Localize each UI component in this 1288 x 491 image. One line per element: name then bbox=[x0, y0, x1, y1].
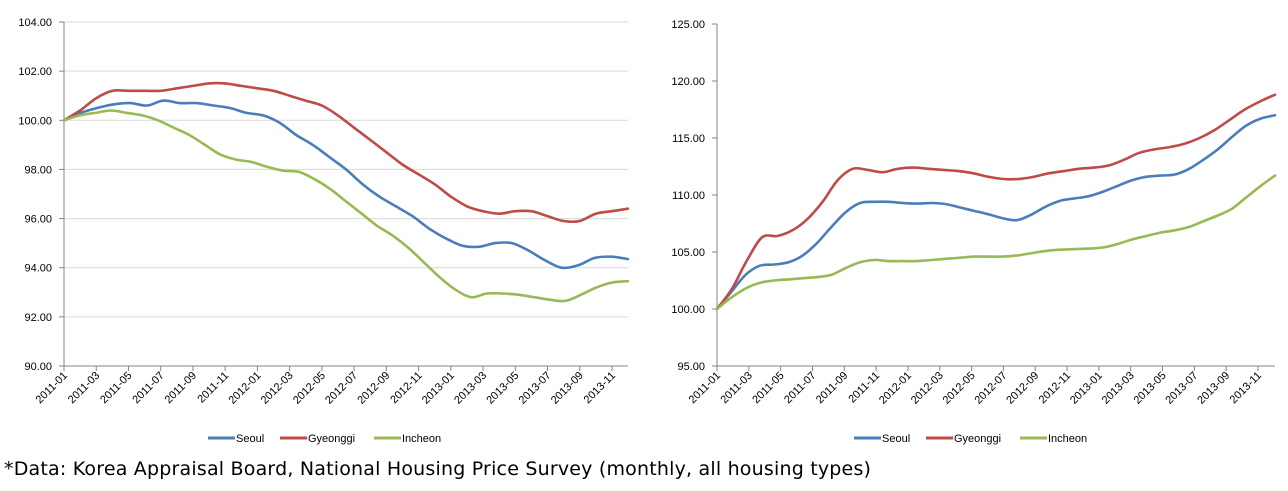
x-tick-label: 2011-09 bbox=[163, 370, 199, 406]
right-line-chart: 95.00 100.00 105.00 110.00 115.00 120.00 125.0… bbox=[671, 19, 1277, 445]
legend-label-seoul: Seoul bbox=[882, 433, 910, 445]
x-tick-label: 2011-11 bbox=[846, 370, 882, 406]
y-tick-label: 92.00 bbox=[24, 312, 52, 324]
y-tick-label: 104.00 bbox=[18, 17, 52, 29]
x-tick-label: 2012-07 bbox=[323, 370, 360, 407]
series-line-seoul bbox=[62, 99, 630, 270]
x-tick-label: 2012-03 bbox=[259, 370, 296, 407]
y-tick-label: 94.00 bbox=[24, 263, 52, 275]
x-tick-label: 2013-05 bbox=[1132, 370, 1169, 407]
legend-label-incheon: Incheon bbox=[1048, 433, 1087, 445]
y-tick-label: 120.00 bbox=[671, 76, 705, 88]
y-tick-label: 100.00 bbox=[671, 304, 705, 316]
series-line-gyeonggi bbox=[62, 81, 630, 224]
y-tick-label: 110.00 bbox=[672, 190, 705, 202]
x-tick-label: 2013-05 bbox=[484, 370, 521, 407]
x-tick-label: 2013-07 bbox=[517, 370, 554, 407]
x-tick-label: 2013-07 bbox=[1163, 370, 1200, 407]
x-tick-label: 2012-01 bbox=[877, 370, 914, 407]
y-tick-label: 100.00 bbox=[18, 115, 52, 127]
x-tick-label: 2012-05 bbox=[941, 370, 978, 407]
x-tick-label: 2011-07 bbox=[782, 370, 818, 406]
x-tick-label: 2012-09 bbox=[355, 370, 392, 407]
x-tick-label: 2011-09 bbox=[814, 370, 850, 406]
legend-label-gyeonggi: Gyeonggi bbox=[308, 433, 355, 445]
legend-label-seoul: Seoul bbox=[236, 433, 264, 445]
y-tick-label: 90.00 bbox=[24, 361, 52, 373]
y-tick-label: 115.00 bbox=[672, 133, 705, 145]
x-tick-label: 2012-09 bbox=[1004, 370, 1041, 407]
x-tick-label: 2013-01 bbox=[1068, 370, 1105, 407]
x-tick-label: 2012-03 bbox=[909, 370, 946, 407]
y-tick-label: 96.00 bbox=[24, 214, 52, 226]
x-tick-label: 2012-05 bbox=[291, 370, 328, 407]
x-tick-label: 2011-11 bbox=[195, 370, 231, 406]
x-tick-label: 2011-07 bbox=[130, 370, 166, 406]
series-line-incheon bbox=[62, 109, 630, 303]
legend-label-gyeonggi: Gyeonggi bbox=[954, 433, 1001, 445]
y-tick-label: 98.00 bbox=[24, 164, 52, 176]
x-tick-label: 2013-03 bbox=[452, 370, 489, 407]
x-tick-label: 2013-11 bbox=[1228, 370, 1264, 406]
x-tick-label: 2013-01 bbox=[420, 370, 457, 407]
x-tick-label: 2012-11 bbox=[388, 370, 424, 406]
x-tick-label: 2011-01 bbox=[687, 370, 723, 406]
y-tick-label: 125.00 bbox=[671, 19, 705, 31]
series-line-incheon bbox=[715, 174, 1277, 311]
x-tick-label: 2011-01 bbox=[34, 370, 70, 406]
x-tick-label: 2012-07 bbox=[972, 370, 1009, 407]
data-source-caption: *Data: Korea Appraisal Board, National H… bbox=[4, 458, 872, 480]
x-tick-label: 2012-01 bbox=[226, 370, 263, 407]
left-line-chart: 90.00 92.00 94.00 96.00 98.00 100.00 102.00 104… bbox=[18, 17, 630, 445]
x-tick-label: 2011-03 bbox=[66, 370, 102, 406]
series-line-seoul bbox=[715, 113, 1277, 311]
series-line-gyeonggi bbox=[715, 93, 1277, 311]
x-tick-label: 2013-03 bbox=[1100, 370, 1137, 407]
x-tick-label: 2011-03 bbox=[718, 370, 754, 406]
y-tick-label: 105.00 bbox=[671, 247, 705, 259]
x-tick-label: 2011-05 bbox=[98, 370, 134, 406]
x-tick-label: 2012-11 bbox=[1037, 370, 1073, 406]
x-tick-label: 2013-11 bbox=[582, 370, 618, 406]
x-tick-label: 2013-09 bbox=[549, 370, 586, 407]
legend-label-incheon: Incheon bbox=[402, 433, 441, 445]
y-tick-label: 102.00 bbox=[18, 66, 52, 78]
x-tick-label: 2011-05 bbox=[750, 370, 786, 406]
x-tick-label: 2013-09 bbox=[1195, 370, 1232, 407]
y-tick-label: 95.00 bbox=[677, 361, 705, 373]
